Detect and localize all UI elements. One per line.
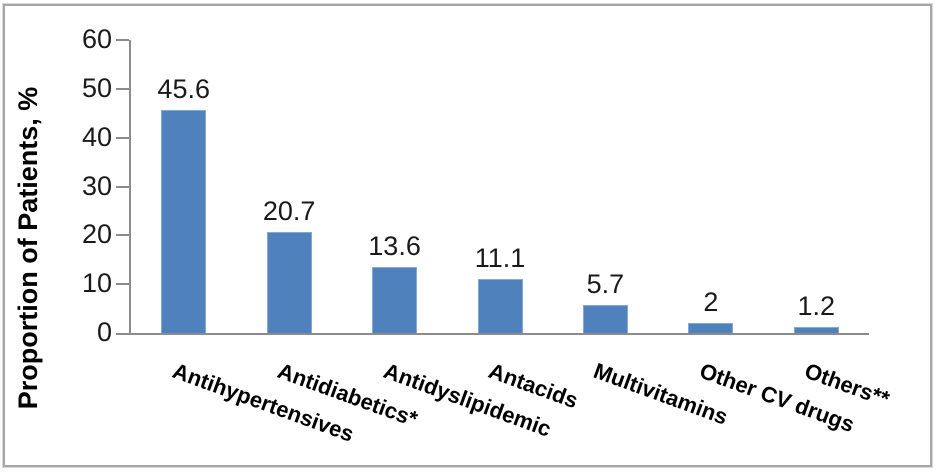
bar-value-label: 13.6 xyxy=(368,230,421,261)
y-axis-line xyxy=(129,40,131,335)
bar xyxy=(793,327,839,333)
y-tick-mark xyxy=(116,185,129,188)
y-tick-mark xyxy=(116,87,129,90)
x-axis-line xyxy=(116,333,869,335)
chart-frame xyxy=(2,3,933,468)
y-tick-label: 40 xyxy=(81,121,112,152)
bar-value-label: 2 xyxy=(703,287,719,318)
bar xyxy=(477,278,523,333)
bar-value-label: 20.7 xyxy=(262,195,316,226)
x-category-label: Antihypertensives xyxy=(169,358,357,447)
bar-value-label: 1.2 xyxy=(797,291,836,322)
y-tick-label: 0 xyxy=(96,317,112,347)
y-tick-mark xyxy=(116,136,129,139)
bar-value-label: 11.1 xyxy=(474,242,526,273)
y-tick-label: 10 xyxy=(81,268,112,299)
y-tick-mark xyxy=(116,283,129,286)
y-tick-label: 20 xyxy=(81,219,112,250)
bar-value-label: 5.7 xyxy=(586,269,625,300)
y-tick-mark xyxy=(116,39,129,41)
y-tick-label: 50 xyxy=(81,72,112,103)
bar xyxy=(266,231,312,333)
bar xyxy=(688,323,734,333)
y-tick-mark xyxy=(116,234,129,237)
y-tick-label: 60 xyxy=(81,24,112,54)
bar xyxy=(161,110,207,333)
bar xyxy=(582,305,628,333)
bar xyxy=(372,266,418,333)
bar-value-label: 45.6 xyxy=(157,74,210,105)
y-tick-label: 30 xyxy=(81,170,112,201)
